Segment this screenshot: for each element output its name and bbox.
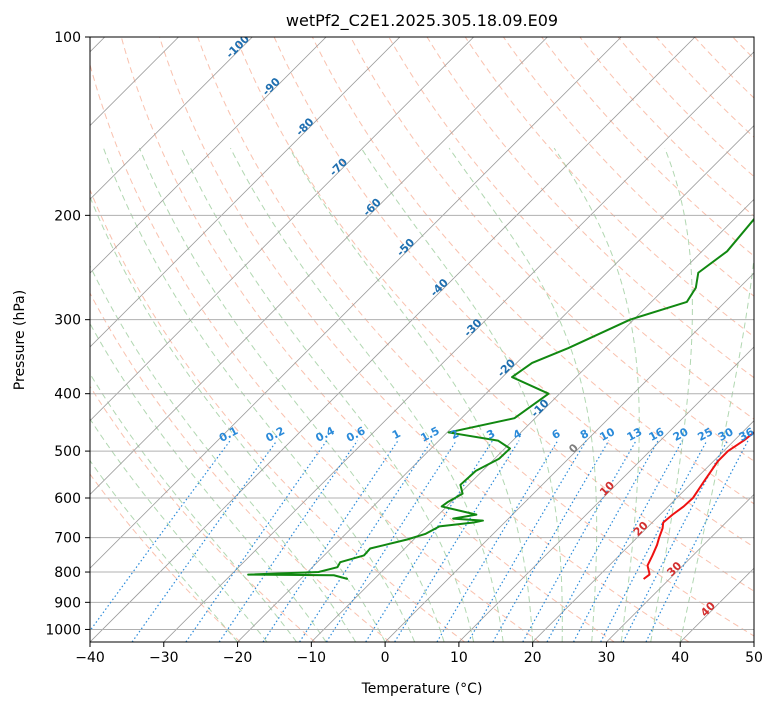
isotherm-line: [90, 37, 253, 200]
dewpoint-line: [247, 217, 754, 580]
mixing-ratio-line: [131, 440, 278, 642]
y-axis-label: Pressure (hPa): [12, 290, 28, 390]
dry-adiabat: [197, 37, 754, 637]
moist-adiabat: [360, 147, 563, 642]
mixing-ratio-line: [90, 440, 231, 632]
dry-adiabat: [273, 37, 754, 548]
mixing-ratio-label: 25: [695, 425, 715, 444]
mixing-ratio-line: [262, 440, 399, 642]
x-tick-label: 50: [745, 650, 763, 666]
x-tick-label: 10: [450, 650, 468, 666]
mixing-ratio-line: [299, 440, 433, 642]
dry-adiabat: [159, 37, 690, 642]
dry-adiabat: [90, 188, 465, 642]
y-tick-label: 700: [54, 531, 81, 547]
x-tick-label: 30: [598, 650, 616, 666]
plot-frame: [89, 36, 755, 643]
x-tick-label: −40: [75, 650, 105, 666]
mixing-ratio-line: [325, 440, 457, 642]
isotherm-line: [90, 37, 474, 422]
isotherm-line: [90, 37, 622, 569]
y-tick-label: 500: [54, 444, 81, 460]
dry-adiabat: [120, 37, 615, 642]
mixing-ratio-label: 20: [671, 425, 691, 444]
mixing-ratio-line: [185, 440, 328, 642]
dry-adiabat: [350, 37, 754, 462]
isotherm-line: [606, 493, 754, 642]
mixing-ratio-label: 30: [716, 425, 736, 444]
y-tick-label: 1000: [45, 622, 81, 638]
dry-adiabat: [541, 37, 754, 257]
mixing-ratio-lines: [90, 440, 749, 642]
axes: −40 −30 −20 −10 0 10 20 30 40 50 100 200 300 400 500 60…: [45, 30, 763, 666]
temperature-line: [643, 430, 754, 580]
y-tick-label: 800: [54, 565, 81, 581]
mixing-ratio-line: [365, 440, 494, 642]
mixing-ratio-line: [573, 440, 683, 642]
isotherm-line: [90, 37, 401, 348]
dry-adiabat: [90, 385, 316, 642]
mixing-ratio-line: [546, 440, 659, 642]
dry-adiabat: [388, 37, 754, 420]
x-tick-label: 0: [381, 650, 390, 666]
dry-adiabat: [90, 473, 241, 642]
pressure-gridlines: [90, 37, 754, 630]
isotherm-line: [90, 37, 696, 642]
x-axis-label: Temperature (°C): [361, 681, 483, 697]
chart-title: wetPf2_C2E1.2025.305.18.09.E09: [286, 11, 558, 31]
dry-adiabat: [235, 37, 754, 592]
moist-adiabat: [448, 147, 598, 642]
y-tick-label: 300: [54, 313, 81, 329]
moist-adiabat: [90, 322, 327, 642]
dry-adiabat: [90, 62, 540, 642]
profile-series: [247, 217, 754, 580]
isotherm-line: [163, 51, 754, 642]
x-tick-label: 40: [671, 650, 689, 666]
dry-adiabat: [90, 292, 391, 642]
mixing-ratio-line: [218, 440, 359, 642]
mixing-ratio-label: 16: [647, 425, 667, 444]
mixing-ratio-label: 36: [737, 425, 757, 444]
x-tick-label: −10: [297, 650, 327, 666]
mixing-ratio-label: 10: [597, 425, 617, 444]
x-tick-label: −30: [149, 650, 179, 666]
y-tick-label: 100: [54, 30, 81, 46]
isotherm-line: [90, 37, 548, 496]
mixing-ratio-label: 13: [625, 425, 645, 444]
moist-adiabat: [289, 147, 534, 642]
isotherm-line: [311, 198, 754, 642]
dry-adiabat: [503, 37, 754, 297]
dry-adiabat: [426, 37, 754, 379]
y-tick-label: 900: [54, 595, 81, 611]
mixing-ratio-line: [394, 440, 520, 642]
isotherm-line: [458, 346, 754, 642]
mixing-ratio-line: [467, 440, 587, 642]
isotherm-line: [532, 420, 754, 642]
y-tick-label: 200: [54, 208, 81, 224]
x-tick-label: −20: [223, 650, 253, 666]
x-tick-label: 20: [524, 650, 542, 666]
isotherm-line: [237, 124, 754, 642]
isotherm-line: [384, 272, 754, 642]
background-lines: [90, 37, 754, 642]
y-tick-label: 400: [54, 387, 81, 403]
y-tick-label: 600: [54, 491, 81, 507]
mixing-ratio-line: [645, 440, 749, 642]
mixing-ratio-line: [522, 440, 637, 642]
mixing-ratio-line: [436, 440, 559, 642]
isotherm-line: [90, 37, 327, 274]
